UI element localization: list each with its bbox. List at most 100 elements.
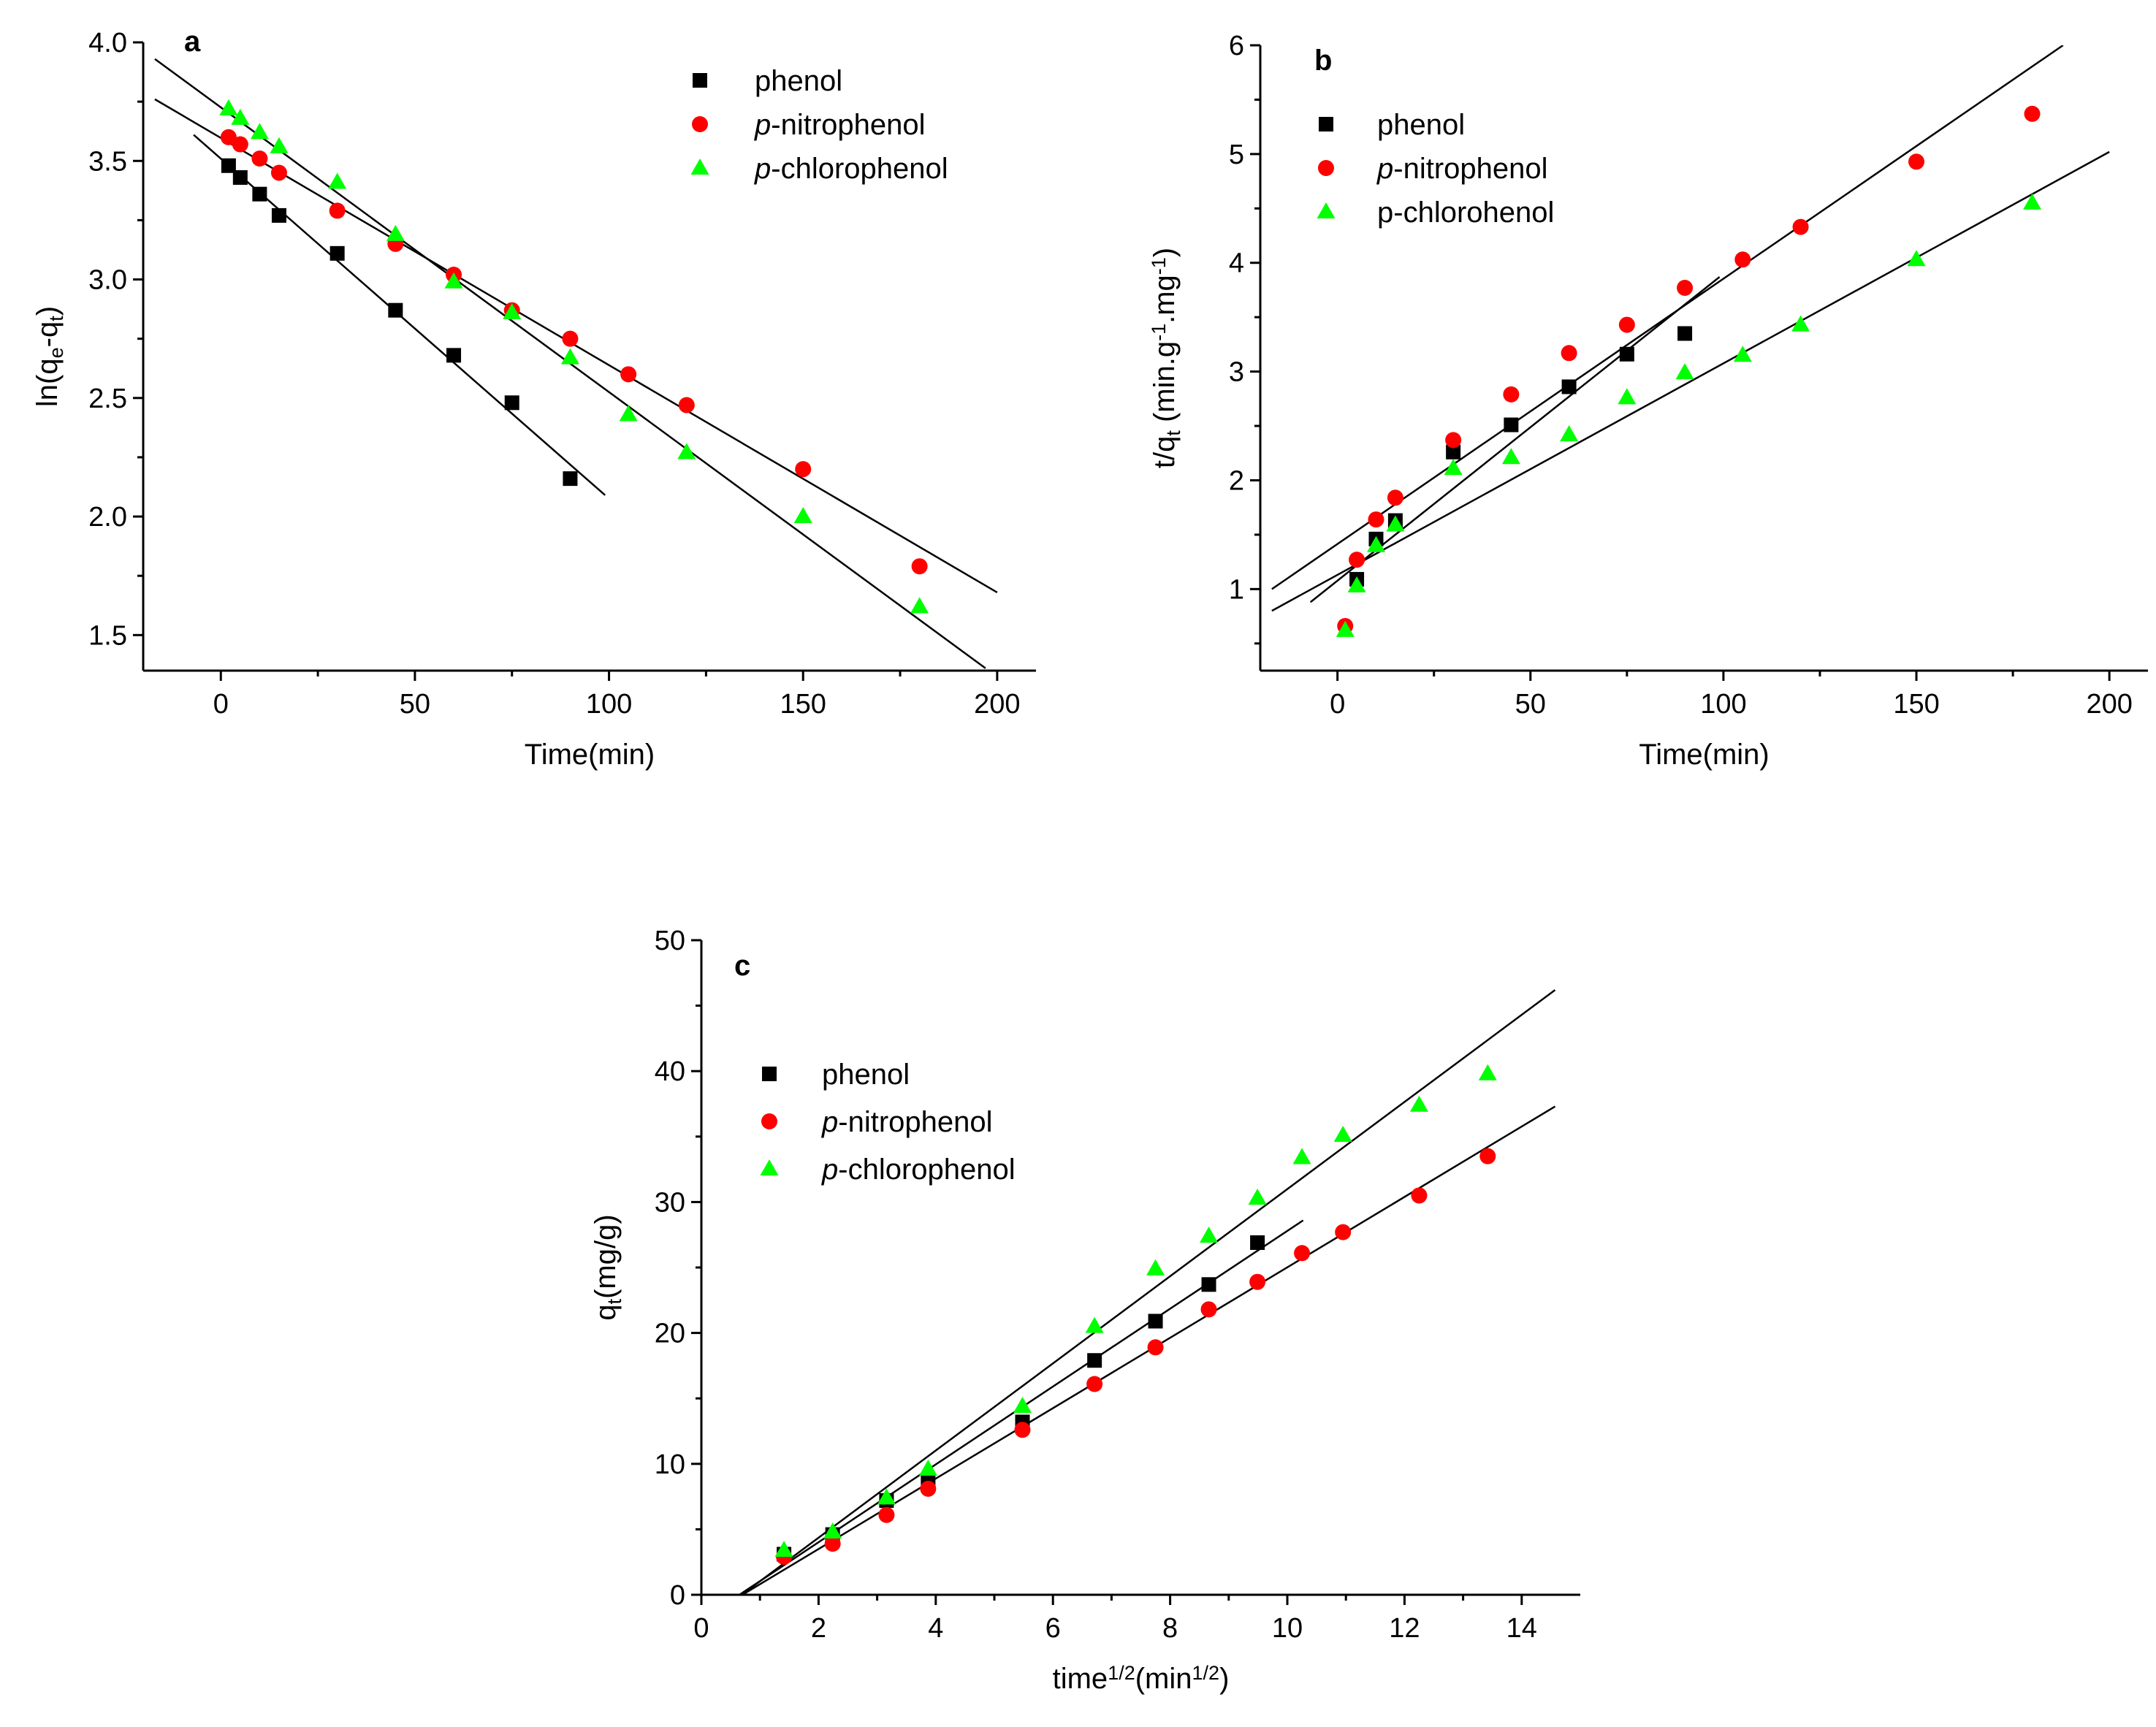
data-point-chloro	[1791, 315, 1810, 332]
data-point-nitro	[1387, 489, 1403, 506]
data-point-nitro	[1086, 1376, 1103, 1392]
data-point-chloro	[560, 348, 579, 365]
data-point-nitro	[1479, 1148, 1496, 1164]
legend-marker-nitro	[1318, 160, 1334, 176]
x-axis-label-sup: 1/2	[1192, 1662, 1220, 1684]
fit-line-nitro	[1271, 45, 2064, 590]
y-axis-label: ln(qe-qt)	[31, 306, 67, 407]
y-axis-label-part: q	[590, 1304, 622, 1320]
y-tick-label: 3.0	[88, 265, 127, 296]
legend-label-part: -nitrophenol	[838, 1106, 992, 1138]
data-point-chloro	[677, 443, 696, 460]
y-axis-label-part: -q	[31, 321, 64, 348]
legend-label-phenol: phenol	[755, 65, 842, 97]
data-point-phenol	[1087, 1353, 1102, 1368]
x-axis-label: Time(min)	[1639, 739, 1770, 771]
data-point-nitro	[824, 1536, 841, 1552]
fit-line-chloro	[741, 989, 1556, 1595]
x-tick-label: 0	[693, 1613, 709, 1644]
fit-line-chloro	[1271, 150, 2110, 612]
data-point-nitro	[1368, 511, 1384, 528]
data-point-phenol	[446, 348, 462, 363]
data-point-nitro	[270, 164, 287, 181]
legend-marker-chloro	[760, 1159, 779, 1175]
legend-label-part: p	[754, 109, 771, 141]
y-tick-label: 6	[1229, 31, 1244, 61]
data-point-nitro	[1677, 279, 1694, 296]
y-axis-label: qt(mg/g)	[590, 1214, 625, 1320]
legend-label-chloro: p-chlorophenol	[821, 1154, 1016, 1186]
data-point-nitro	[232, 136, 248, 153]
data-point-chloro	[1675, 363, 1694, 380]
panel-a: 0 50 100 150 200 1.5 2.0 2.5 3.0 3.5 4.0 Time(min) l…	[31, 26, 1036, 771]
data-point-chloro	[1292, 1148, 1311, 1164]
y-tick-label: 30	[655, 1187, 685, 1218]
legend-label-part: phenol	[755, 65, 842, 97]
series-chloro	[219, 99, 929, 614]
data-point-nitro	[1335, 1224, 1352, 1240]
legend-label-part: p-chlorohenol	[1377, 197, 1554, 229]
y-tick-label: 3.5	[88, 146, 127, 177]
legend-label-part: -chlorophenol	[838, 1154, 1015, 1186]
x-tick-label: 50	[1515, 689, 1546, 720]
data-point-chloro	[910, 597, 929, 614]
panel-c: 0 2 4 6 8 10 12 1401020304050time1/2(min1/2)qt(…	[590, 926, 1580, 1695]
x-tick-label: 6	[1045, 1613, 1061, 1644]
series-chloro	[1336, 193, 2042, 637]
data-point-chloro	[1733, 346, 1752, 362]
data-point-chloro	[793, 507, 812, 524]
data-point-nitro	[878, 1506, 895, 1523]
data-point-nitro	[1908, 153, 1925, 170]
y-axis-label: t/qt (min.g-1.mg-1)	[1148, 248, 1184, 468]
data-point-nitro	[1294, 1245, 1311, 1262]
data-point-nitro	[678, 397, 695, 413]
legend-label-part: p	[1376, 153, 1393, 185]
y-tick-label: 2.0	[88, 502, 127, 533]
data-point-chloro	[1618, 388, 1637, 405]
x-tick-label: 100	[1700, 689, 1746, 720]
legend-marker-nitro	[761, 1113, 777, 1129]
x-tick-label: 0	[1330, 689, 1345, 720]
x-axis-label-part: time	[1053, 1663, 1108, 1695]
y-axis-label-part: ln(q	[31, 358, 64, 407]
data-point-chloro	[877, 1488, 896, 1505]
y-tick-label: 2.5	[88, 384, 127, 414]
data-point-chloro	[1386, 515, 1405, 532]
data-point-phenol	[1619, 346, 1634, 362]
data-point-chloro	[1366, 535, 1385, 552]
data-point-nitro	[251, 150, 268, 167]
x-axis-label: time1/2(min1/2)	[1053, 1662, 1230, 1695]
data-point-chloro	[1013, 1396, 1032, 1413]
legend-marker-phenol	[1319, 117, 1333, 131]
y-tick-label: 10	[655, 1449, 685, 1480]
x-axis-label-sup: 1/2	[1108, 1662, 1135, 1684]
data-point-chloro	[1478, 1064, 1497, 1080]
data-point-chloro	[1347, 576, 1366, 592]
data-point-nitro	[1200, 1301, 1217, 1318]
data-point-phenol	[1504, 417, 1519, 432]
legend-label-part: -nitrophenol	[1393, 153, 1547, 185]
data-point-chloro	[444, 272, 463, 289]
data-point-chloro	[823, 1522, 842, 1539]
data-point-chloro	[1501, 448, 1520, 465]
data-point-nitro	[1411, 1187, 1428, 1204]
y-tick-label: 40	[655, 1056, 685, 1087]
data-point-nitro	[920, 1480, 937, 1497]
legend-label-part: p	[821, 1106, 838, 1138]
y-tick-label: 0	[670, 1580, 685, 1611]
x-tick-label: 200	[2086, 689, 2132, 720]
data-point-phenol	[232, 169, 248, 185]
y-axis-label-script: -1	[1148, 324, 1170, 341]
data-point-chloro	[2023, 193, 2042, 210]
data-point-nitro	[1792, 218, 1809, 235]
data-point-chloro	[231, 108, 250, 125]
y-axis-label-part: (mg/g)	[590, 1214, 622, 1299]
legend-marker-chloro	[690, 159, 709, 175]
y-axis-label-part: t/q	[1149, 436, 1181, 468]
data-point-chloro	[1200, 1226, 1219, 1243]
data-point-chloro	[503, 302, 522, 319]
data-point-chloro	[1907, 250, 1926, 267]
series-chloro	[774, 1064, 1497, 1558]
data-point-nitro	[911, 558, 928, 575]
